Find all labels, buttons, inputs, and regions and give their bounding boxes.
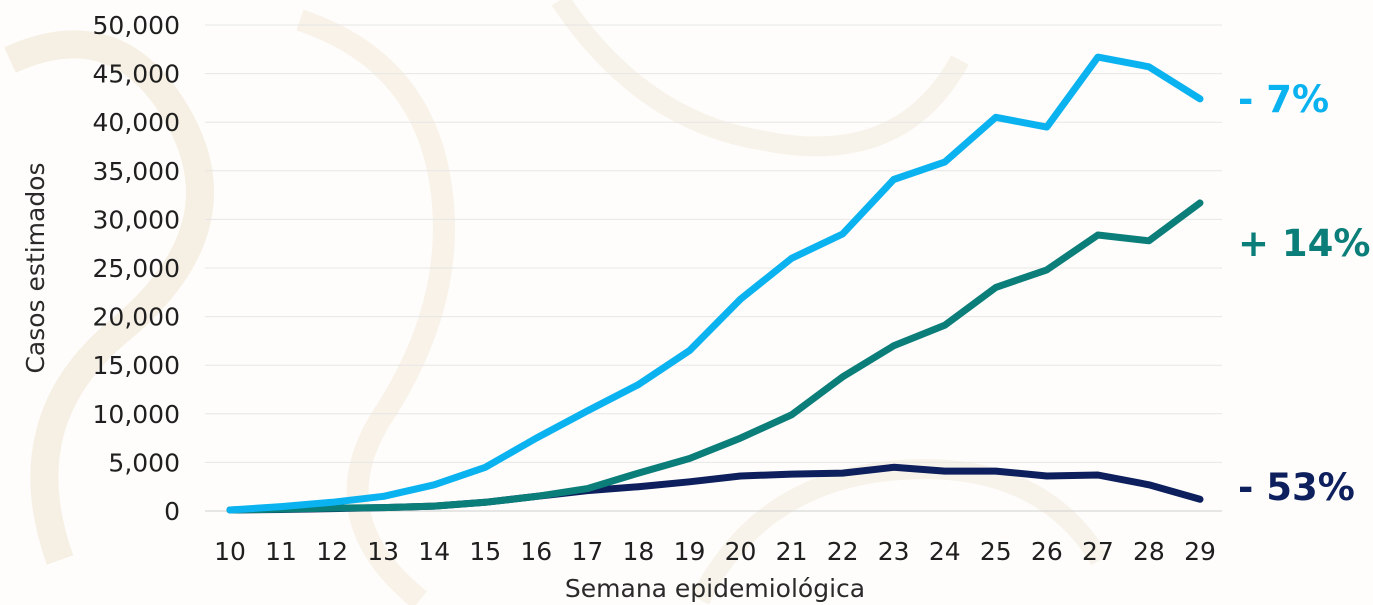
x-tick-label: 21: [776, 537, 808, 566]
y-axis-title: Casos estimados: [21, 162, 50, 373]
x-axis-ticks: 10 11 12 13 14 15 16 17 18 19 20 21 22 23 24 25 26 27 28 29: [214, 537, 1216, 566]
y-tick-label: 0: [164, 497, 180, 526]
x-tick-label: 24: [929, 537, 961, 566]
x-tick-label: 22: [827, 537, 859, 566]
series-lines: [226, 53, 1204, 514]
x-axis-title: Semana epidemiológica: [565, 574, 865, 603]
x-tick-label: 23: [878, 537, 910, 566]
y-tick-label: 35,000: [93, 157, 180, 186]
series-end-label-1: + 14%: [1238, 222, 1370, 265]
x-tick-label: 20: [725, 537, 757, 566]
x-tick-label: 28: [1133, 537, 1165, 566]
series-end-label-0: - 7%: [1238, 78, 1329, 121]
y-tick-label: 20,000: [93, 303, 180, 332]
series-end-label-2: - 53%: [1238, 466, 1355, 509]
x-tick-label: 15: [469, 537, 501, 566]
x-tick-label: 13: [367, 537, 399, 566]
y-tick-label: 50,000: [93, 11, 180, 40]
series-line-1: [226, 199, 1204, 514]
x-tick-label: 25: [980, 537, 1012, 566]
x-tick-label: 14: [418, 537, 450, 566]
x-tick-label: 17: [571, 537, 603, 566]
x-tick-label: 16: [520, 537, 552, 566]
x-tick-label: 12: [316, 537, 348, 566]
y-tick-label: 10,000: [93, 400, 180, 429]
x-tick-label: 26: [1031, 537, 1063, 566]
y-tick-label: 25,000: [93, 254, 180, 283]
x-tick-label: 11: [265, 537, 297, 566]
x-tick-label: 19: [674, 537, 706, 566]
x-tick-label: 29: [1184, 537, 1216, 566]
y-tick-label: 30,000: [93, 205, 180, 234]
x-tick-label: 18: [623, 537, 655, 566]
y-tick-label: 15,000: [93, 351, 180, 380]
y-tick-label: 40,000: [93, 108, 180, 137]
x-tick-label: 27: [1082, 537, 1114, 566]
y-axis-ticks: 0 5,000 10,000 15,000 20,000 25,000 30,000 35,0…: [93, 11, 180, 526]
y-tick-label: 45,000: [93, 60, 180, 89]
x-tick-label: 10: [214, 537, 246, 566]
y-tick-label: 5,000: [108, 448, 180, 477]
series-line-0: [226, 53, 1204, 514]
series-end-labels: - 7% + 14% - 53%: [1238, 78, 1370, 509]
